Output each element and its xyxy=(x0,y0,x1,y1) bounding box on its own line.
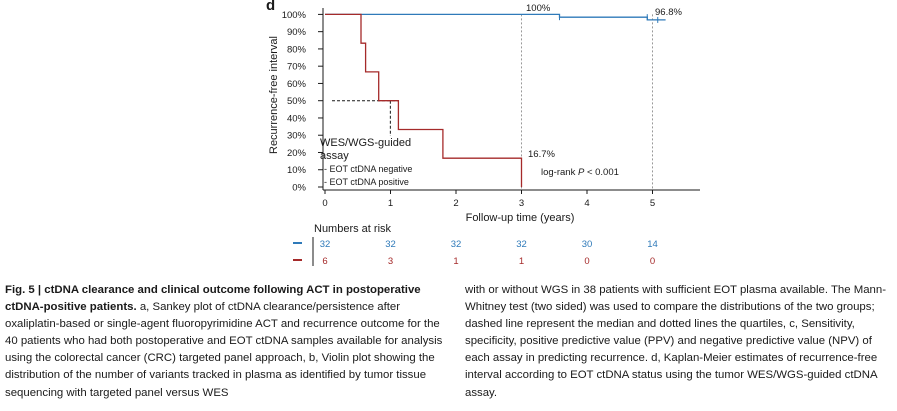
annotation-mid-value: 16.7% xyxy=(528,149,555,160)
series-line-ctdna-positive xyxy=(325,13,523,187)
risk-table: 32 32 32 32 30 14 6 3 1 1 0 0 xyxy=(293,239,658,267)
y-tick-label: 0% xyxy=(292,183,306,194)
y-tick-label: 60% xyxy=(287,79,307,90)
legend-entry-positive: - EOT ctDNA positive xyxy=(324,177,409,187)
y-tick-label: 50% xyxy=(287,96,307,107)
x-tick-label: 3 xyxy=(519,198,524,209)
caption-left-text: a, Sankey plot of ctDNA clearance/persis… xyxy=(5,301,443,399)
y-tick-label: 70% xyxy=(287,62,307,73)
legend-title-line1: WES/WGS-guided xyxy=(320,137,411,149)
risk-table-value: 1 xyxy=(519,256,524,267)
x-tick-label: 1 xyxy=(388,198,393,209)
x-tick-label: 5 xyxy=(650,198,655,209)
y-axis-label: Recurrence-free interval xyxy=(268,36,280,154)
y-tick-label: 10% xyxy=(287,165,307,176)
y-tick-label: 30% xyxy=(287,131,307,142)
panel-label: d xyxy=(266,0,275,14)
caption-title: Fig. 5 | ctDNA clearance and clinical ou… xyxy=(5,284,421,314)
kaplan-meier-chart: d Recurrence-free interval 0%10%20%30%40… xyxy=(266,0,700,267)
figure-caption-left: Fig. 5 | ctDNA clearance and clinical ou… xyxy=(5,282,450,402)
x-tick-label: 0 xyxy=(322,198,327,209)
legend: WES/WGS-guided assay - EOT ctDNA negativ… xyxy=(320,137,412,187)
risk-table-value: 32 xyxy=(451,239,462,250)
legend-entry-negative: - EOT ctDNA negative xyxy=(324,164,412,174)
annotation-end-value: 96.8% xyxy=(655,7,682,18)
y-tick-label: 80% xyxy=(287,44,307,55)
annotation-top-value: 100% xyxy=(526,3,551,14)
risk-table-value: 14 xyxy=(647,239,658,250)
legend-title-line2: assay xyxy=(320,150,349,162)
risk-table-value: 32 xyxy=(516,239,527,250)
risk-table-value: 0 xyxy=(584,256,589,267)
curves xyxy=(325,13,666,187)
y-axis-ticks: 0% 10% 20% 30% 40% 50% 60% 70% 80% 90% 100% xyxy=(282,10,323,194)
risk-table-value: 32 xyxy=(320,239,331,250)
risk-table-value: 0 xyxy=(650,256,655,267)
risk-table-value: 1 xyxy=(453,256,458,267)
y-tick-label: 20% xyxy=(287,148,307,159)
risk-table-value: 3 xyxy=(388,256,393,267)
figure-caption-right: with or without WGS in 38 patients with … xyxy=(465,284,887,399)
y-tick-label: 40% xyxy=(287,113,307,124)
risk-table-title: Numbers at risk xyxy=(314,223,392,235)
x-axis-ticks: 0 1 2 3 4 5 xyxy=(322,190,655,209)
y-tick-label: 90% xyxy=(287,27,307,38)
x-tick-label: 4 xyxy=(584,198,589,209)
x-axis-label: Follow-up time (years) xyxy=(466,212,575,224)
x-tick-label: 2 xyxy=(453,198,458,209)
risk-table-value: 32 xyxy=(385,239,396,250)
y-tick-label: 100% xyxy=(282,10,307,21)
risk-table-value: 6 xyxy=(322,256,327,267)
risk-table-value: 30 xyxy=(582,239,593,250)
series-line-ctdna-negative xyxy=(325,13,666,21)
pvalue-annotation: log-rank P < 0.001 xyxy=(541,167,619,178)
